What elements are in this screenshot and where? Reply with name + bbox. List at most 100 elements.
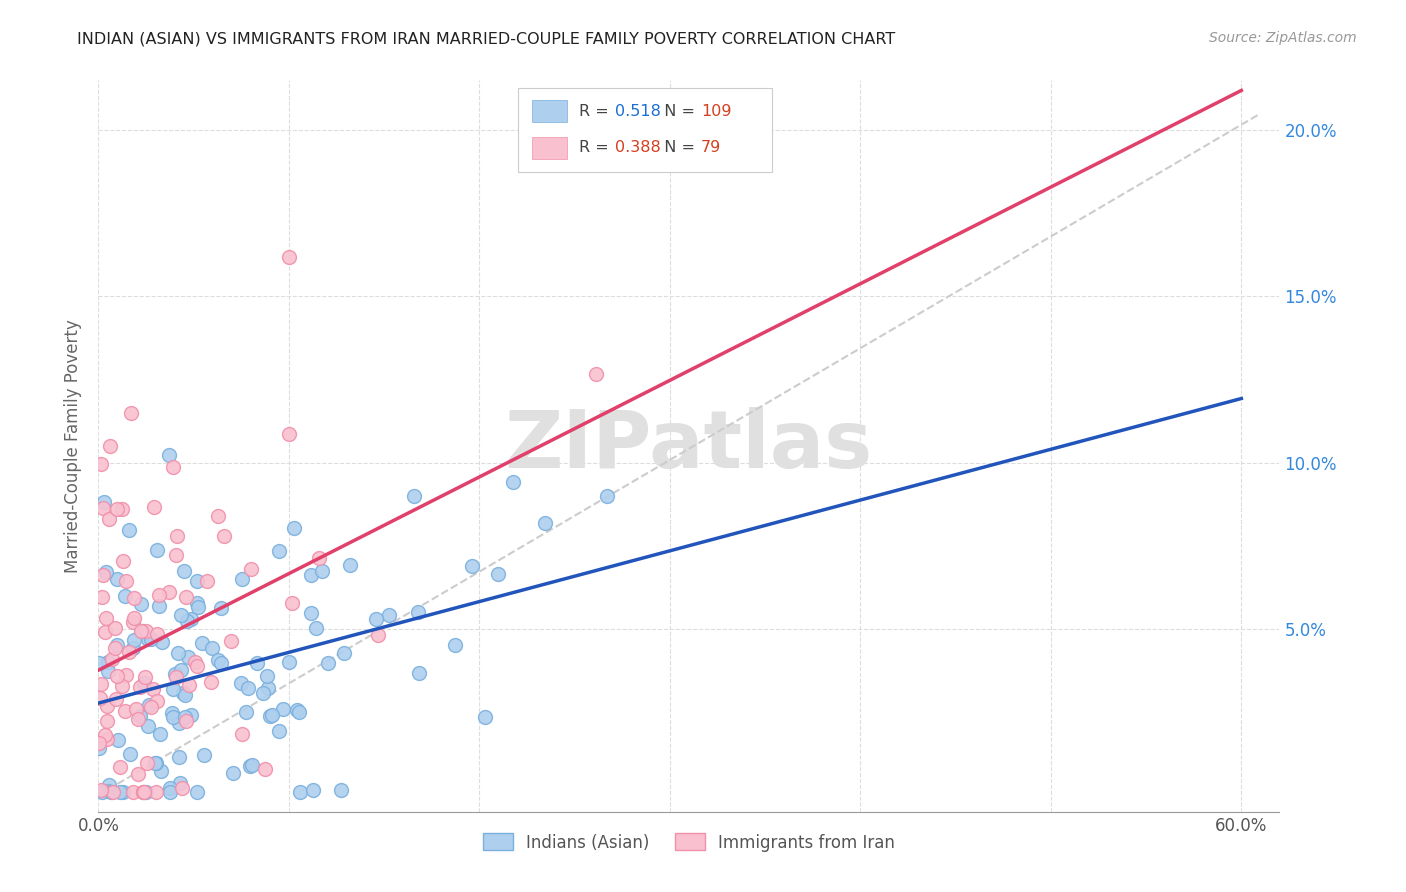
Point xyxy=(186,596,208,610)
Point xyxy=(142,682,165,697)
Point xyxy=(110,760,132,774)
Point xyxy=(90,782,112,797)
Point xyxy=(122,610,145,624)
Point xyxy=(186,659,208,673)
Point xyxy=(98,512,121,526)
Point xyxy=(170,781,193,796)
Point xyxy=(259,709,281,723)
Point xyxy=(304,621,326,635)
Point xyxy=(165,670,187,684)
Point xyxy=(127,767,149,781)
Point xyxy=(367,628,389,642)
Point xyxy=(135,624,157,638)
Point xyxy=(162,681,184,696)
Point xyxy=(302,783,325,797)
Point xyxy=(190,636,212,650)
Point xyxy=(486,567,509,582)
Point xyxy=(366,612,388,626)
Point xyxy=(316,657,339,671)
Legend: Indians (Asian), Immigrants from Iran: Indians (Asian), Immigrants from Iran xyxy=(477,827,901,858)
Point xyxy=(131,597,153,611)
Point xyxy=(91,500,114,515)
Point xyxy=(115,668,138,682)
Text: N =: N = xyxy=(654,140,700,155)
Point xyxy=(146,627,169,641)
Point xyxy=(231,572,253,586)
Point xyxy=(235,706,257,720)
Point xyxy=(596,489,619,503)
Point xyxy=(105,638,128,652)
Text: Source: ZipAtlas.com: Source: ZipAtlas.com xyxy=(1209,31,1357,45)
Point xyxy=(96,611,118,625)
Point xyxy=(166,646,188,660)
Point xyxy=(114,704,136,718)
Text: 0.518: 0.518 xyxy=(614,103,661,119)
Point xyxy=(167,716,190,731)
Point xyxy=(105,669,128,683)
Point xyxy=(180,612,202,626)
Point xyxy=(256,681,278,695)
Point xyxy=(149,764,172,778)
Point xyxy=(299,607,322,621)
Point xyxy=(111,554,134,568)
Point xyxy=(111,501,134,516)
Point xyxy=(277,250,299,264)
Text: 79: 79 xyxy=(700,140,721,155)
Point xyxy=(460,559,482,574)
Point xyxy=(273,701,295,715)
Point xyxy=(98,778,121,792)
Point xyxy=(91,567,114,582)
Point xyxy=(96,655,118,669)
Point xyxy=(256,669,278,683)
Text: R =: R = xyxy=(579,103,614,119)
Point xyxy=(278,427,301,442)
Point xyxy=(240,757,263,772)
Point xyxy=(502,475,524,490)
Point xyxy=(115,574,138,589)
Point xyxy=(118,645,141,659)
Point xyxy=(177,650,200,665)
Point xyxy=(170,608,193,623)
Point xyxy=(176,614,198,628)
Point xyxy=(167,749,190,764)
Point xyxy=(444,638,467,652)
Point xyxy=(143,756,166,770)
Point xyxy=(180,708,202,723)
Point xyxy=(267,724,290,739)
Point xyxy=(120,747,142,761)
Point xyxy=(93,728,115,742)
Point xyxy=(166,529,188,543)
Point xyxy=(170,663,193,677)
Point xyxy=(89,657,111,671)
Point xyxy=(239,758,262,772)
Point xyxy=(107,733,129,747)
Point xyxy=(146,542,169,557)
Point xyxy=(145,756,167,771)
FancyBboxPatch shape xyxy=(531,136,567,159)
Point xyxy=(177,678,200,692)
Point xyxy=(280,596,302,610)
Point xyxy=(129,680,152,694)
Point xyxy=(93,495,115,509)
Point xyxy=(122,640,145,655)
FancyBboxPatch shape xyxy=(531,100,567,122)
Point xyxy=(148,599,170,613)
Point xyxy=(159,448,181,462)
Y-axis label: Married-Couple Family Poverty: Married-Couple Family Poverty xyxy=(65,319,83,573)
Point xyxy=(108,785,131,799)
Point xyxy=(90,677,112,691)
Point xyxy=(101,652,124,666)
Point xyxy=(125,702,148,716)
Point xyxy=(162,460,184,475)
Point xyxy=(121,615,143,629)
Point xyxy=(176,590,198,604)
Point xyxy=(114,589,136,603)
Text: R =: R = xyxy=(579,140,614,155)
Point xyxy=(136,756,159,770)
Point xyxy=(159,781,181,796)
Point xyxy=(104,621,127,635)
Point xyxy=(141,700,163,714)
Point xyxy=(104,640,127,655)
Point xyxy=(195,574,218,588)
Point xyxy=(91,591,114,605)
